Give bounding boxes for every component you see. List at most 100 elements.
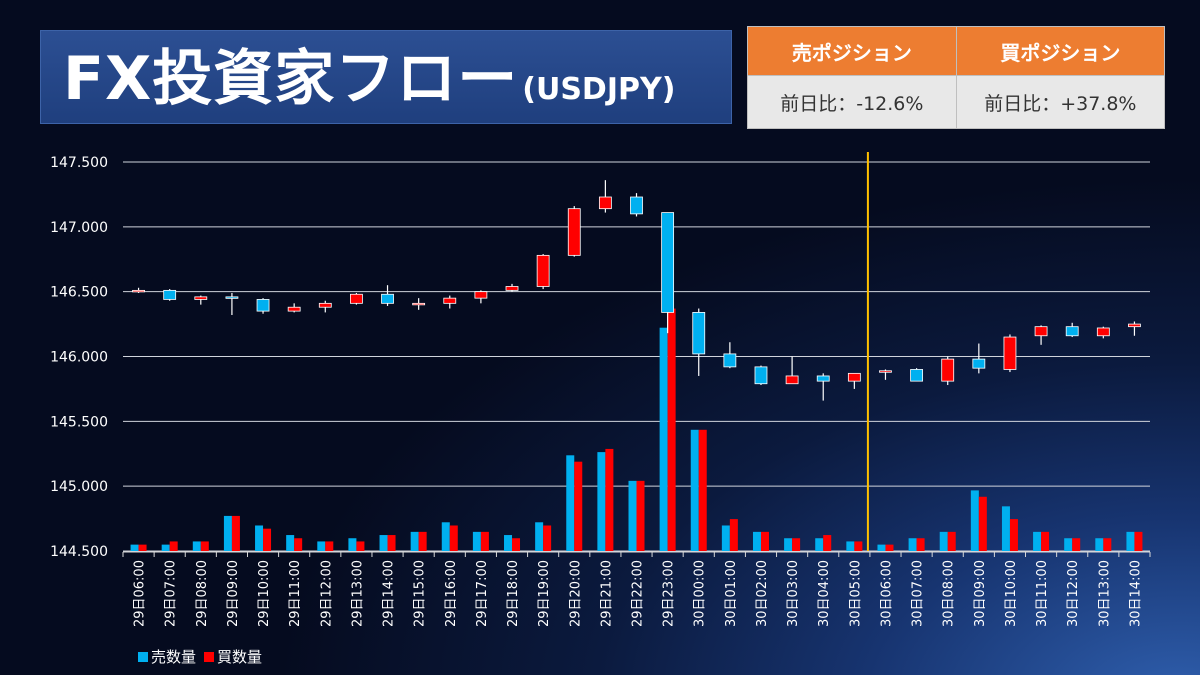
buy-volume-bar (263, 528, 272, 551)
position-table: 売ポジション 買ポジション 前日比：-12.6% 前日比：+37.8% (747, 26, 1166, 129)
candle-body (412, 302, 426, 306)
candle-body (1003, 336, 1017, 370)
page-subtitle: (USDJPY) (522, 72, 676, 107)
x-tick-label: 30日03:00 (786, 560, 801, 627)
buy-volume-bar (1134, 531, 1143, 551)
x-tick-label: 30日12:00 (1066, 560, 1081, 627)
sell-volume-bar (815, 538, 824, 551)
sell-volume-bar (192, 541, 201, 551)
candle-body (474, 291, 488, 299)
x-tick-label: 30日13:00 (1097, 560, 1112, 627)
buy-volume-bar (138, 544, 147, 551)
sell-volume-bar (130, 544, 139, 551)
y-tick-label: 144.500 (50, 544, 108, 560)
sell-position-header: 売ポジション (747, 26, 957, 76)
sell-volume-bar (1095, 538, 1104, 551)
buy-volume-bar (916, 538, 925, 551)
buy-volume-bar (449, 525, 458, 551)
sell-volume-bar (1001, 506, 1010, 551)
candle-body (847, 372, 861, 382)
x-tick-label: 29日10:00 (257, 560, 272, 627)
candle-body (132, 289, 145, 293)
x-tick-label: 29日13:00 (350, 560, 365, 627)
legend: 売数量 買数量 (138, 646, 270, 667)
x-tick-label: 29日08:00 (195, 560, 210, 627)
sell-volume-bar (721, 525, 730, 551)
x-tick-label: 29日22:00 (631, 560, 646, 627)
y-tick-label: 147.500 (50, 155, 108, 171)
y-tick-label: 147.000 (50, 220, 108, 236)
buy-volume-bar (605, 448, 614, 551)
x-tick-label: 29日17:00 (475, 560, 490, 627)
x-tick-label: 30日08:00 (942, 560, 957, 627)
candle-body (163, 289, 177, 300)
candle-body (816, 375, 830, 382)
x-tick-label: 29日15:00 (413, 560, 428, 627)
candle-body (941, 358, 955, 382)
sell-volume-bar (939, 531, 948, 551)
sell-volume-bar (784, 538, 793, 551)
candle-body (194, 296, 208, 300)
buy-volume-bar (356, 541, 365, 551)
legend-label-sell: 売数量 (151, 648, 197, 666)
x-tick-label: 30日06:00 (879, 560, 894, 627)
x-tick-label: 30日09:00 (973, 560, 988, 627)
buy-volume-bar (1041, 531, 1050, 551)
y-tick-label: 146.000 (50, 350, 108, 366)
x-tick-label: 30日01:00 (724, 560, 739, 627)
buy-volume-bar (1103, 538, 1112, 551)
x-tick-label: 29日06:00 (133, 560, 148, 627)
sell-volume-bar (223, 515, 232, 551)
sell-volume-bar (1064, 538, 1073, 551)
legend-item-buy: 買数量 (204, 646, 262, 667)
y-tick-label: 146.500 (50, 285, 108, 301)
buy-volume-bar (978, 496, 987, 551)
buy-volume-bar (854, 541, 863, 551)
legend-label-buy: 買数量 (217, 648, 263, 666)
x-tick-label: 29日21:00 (599, 560, 614, 627)
sell-volume-bar (566, 455, 575, 551)
sell-volume-bar (535, 522, 544, 551)
buy-volume-bar (231, 515, 240, 551)
x-tick-label: 29日09:00 (226, 560, 241, 627)
sell-volume-bar (1126, 531, 1135, 551)
buy-position-change: 前日比：+37.8% (955, 75, 1166, 129)
buy-volume-bar (512, 538, 521, 551)
sell-volume-bar (255, 525, 264, 551)
buy-volume-bar (636, 480, 645, 551)
buy-volume-bar (698, 429, 707, 551)
buy-volume-swatch (204, 651, 215, 662)
buy-volume-bar (885, 544, 894, 551)
candle-body (318, 302, 332, 308)
buy-volume-bar (760, 531, 769, 551)
candle-body (505, 286, 519, 291)
candle-body (287, 306, 301, 312)
candle-body (567, 208, 581, 256)
candle-body (536, 254, 550, 287)
x-tick-label: 29日11:00 (288, 560, 303, 627)
candle-body (1065, 326, 1079, 337)
sell-volume-bar (690, 429, 699, 551)
sell-volume-bar (1033, 531, 1042, 551)
candle-body (1128, 323, 1141, 328)
x-tick-label: 29日20:00 (568, 560, 583, 627)
buy-volume-bar (325, 541, 334, 551)
sell-volume-bar (846, 541, 855, 551)
buy-volume-bar (480, 531, 489, 551)
x-tick-label: 29日16:00 (444, 560, 459, 627)
buy-volume-bar (947, 531, 956, 551)
x-tick-label: 30日10:00 (1004, 560, 1019, 627)
sell-volume-bar (472, 531, 481, 551)
x-tick-label: 30日02:00 (755, 560, 770, 627)
candle-body (598, 196, 612, 210)
buy-volume-bar (792, 538, 801, 551)
x-tick-label: 29日12:00 (319, 560, 334, 627)
y-tick-label: 145.000 (50, 479, 108, 495)
x-tick-label: 29日19:00 (537, 560, 552, 627)
legend-item-sell: 売数量 (138, 646, 196, 667)
sell-volume-bar (597, 452, 606, 551)
sell-volume-bar (504, 535, 513, 551)
candle-body (256, 299, 270, 312)
sell-volume-bar (348, 538, 357, 551)
sell-volume-bar (628, 480, 637, 551)
